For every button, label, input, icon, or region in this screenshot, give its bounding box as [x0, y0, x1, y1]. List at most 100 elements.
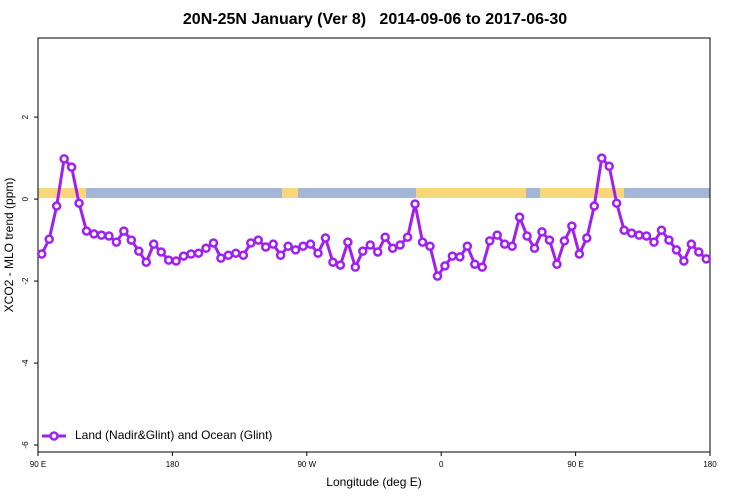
point	[559, 236, 570, 246]
point	[604, 161, 614, 172]
point	[387, 243, 398, 254]
point	[649, 237, 659, 247]
point	[537, 227, 547, 237]
point	[567, 221, 577, 231]
point	[216, 253, 226, 263]
point	[238, 250, 249, 260]
point	[380, 232, 390, 242]
point	[372, 247, 383, 257]
land-ocean-band	[38, 188, 710, 198]
point	[350, 262, 361, 272]
point	[81, 226, 92, 236]
point	[156, 247, 166, 257]
point	[611, 198, 622, 208]
point	[455, 252, 465, 262]
point	[328, 257, 338, 267]
legend-label: Land (Nadir&Glint) and Ocean (Glint)	[75, 428, 272, 442]
point	[432, 271, 443, 281]
point	[619, 225, 629, 235]
point	[320, 233, 331, 243]
point	[470, 259, 480, 270]
legend-marker	[49, 431, 59, 441]
point	[208, 238, 219, 248]
point	[671, 245, 682, 255]
point	[552, 259, 562, 270]
point	[96, 230, 107, 240]
point	[492, 230, 502, 240]
x-tick-label: 180	[166, 460, 180, 469]
point	[574, 249, 585, 259]
point	[44, 234, 54, 245]
point	[313, 248, 323, 258]
point	[417, 237, 428, 247]
point	[193, 248, 204, 258]
chart-title: 20N-25N January (Ver 8) 2014-09-06 to 20…	[183, 11, 567, 28]
point	[253, 235, 264, 245]
point	[395, 240, 405, 250]
point	[231, 248, 241, 258]
point	[425, 241, 435, 251]
point	[89, 229, 99, 239]
x-tick-label: 90 W	[297, 460, 316, 469]
point	[201, 243, 211, 254]
point	[343, 237, 353, 247]
point	[402, 232, 413, 242]
point	[634, 230, 644, 240]
point	[507, 241, 517, 251]
point	[134, 246, 144, 256]
point	[484, 236, 495, 246]
point	[186, 249, 196, 259]
x-axis-label: Longitude (deg E)	[326, 475, 421, 489]
point	[440, 261, 450, 271]
point	[298, 241, 308, 251]
y-axis-label: XCO2 - MLO trend (ppm)	[2, 178, 16, 313]
point	[641, 231, 652, 241]
plot-frame	[37, 37, 711, 453]
point	[589, 201, 600, 211]
point	[260, 242, 271, 252]
point	[275, 250, 286, 260]
point	[358, 246, 368, 256]
point	[268, 239, 278, 249]
point	[36, 249, 47, 259]
series-line	[40, 154, 708, 280]
point	[246, 238, 256, 248]
x-tick-label: 180	[703, 460, 717, 469]
y-tick-label: -4	[21, 359, 30, 367]
point	[148, 239, 159, 249]
point	[59, 154, 69, 164]
point	[104, 231, 114, 241]
point	[178, 251, 189, 261]
point	[462, 241, 473, 251]
y-tick-label: 0	[21, 196, 30, 201]
point	[664, 235, 674, 245]
point	[66, 162, 77, 172]
point	[694, 247, 704, 257]
y-tick-label: -2	[21, 277, 30, 285]
point	[51, 201, 62, 211]
point	[111, 237, 122, 247]
point	[223, 250, 234, 260]
point	[74, 198, 84, 208]
point	[410, 199, 420, 209]
point	[335, 260, 346, 270]
point	[701, 254, 712, 264]
point	[626, 228, 637, 238]
x-tick-label: 90 E	[567, 460, 583, 469]
point	[522, 231, 532, 241]
point	[656, 225, 667, 235]
point	[305, 239, 316, 249]
point	[514, 212, 525, 222]
point	[582, 233, 592, 243]
x-tick-label: 0	[439, 460, 444, 469]
point	[499, 239, 510, 249]
point	[141, 257, 152, 267]
point	[171, 256, 181, 266]
point	[283, 241, 293, 251]
point	[477, 262, 488, 272]
point	[447, 251, 458, 261]
y-tick-label: 2	[21, 114, 30, 119]
point	[529, 243, 540, 254]
point	[126, 235, 137, 245]
point	[365, 240, 376, 250]
